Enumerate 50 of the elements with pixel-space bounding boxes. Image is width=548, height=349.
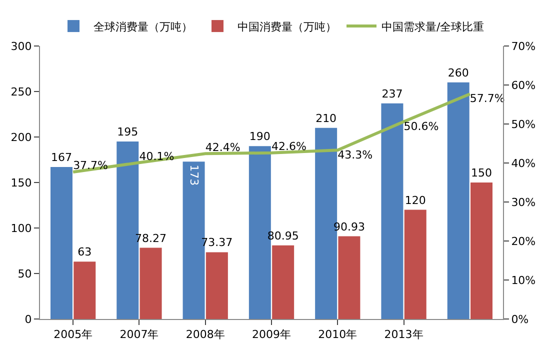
bar xyxy=(338,236,360,319)
x-tick-label: 2005年 xyxy=(54,328,93,342)
data-label: 50.6% xyxy=(404,120,439,133)
x-tick-label: 2010年 xyxy=(318,328,358,342)
y2-tick-label: 50% xyxy=(511,118,536,131)
data-label: 120 xyxy=(404,194,426,207)
bar xyxy=(50,167,72,319)
bar xyxy=(470,182,492,319)
y2-tick-label: 60% xyxy=(511,78,536,92)
y2-tick-label: 0% xyxy=(511,312,529,326)
y2-tick-label: 20% xyxy=(511,234,536,248)
y-tick-label: 300 xyxy=(10,40,32,53)
bar xyxy=(404,210,426,319)
data-label: 63 xyxy=(78,246,92,259)
y-tick-label: 150 xyxy=(10,176,32,190)
y2-tick-label: 40% xyxy=(511,156,536,170)
bar xyxy=(74,262,96,319)
y-tick-label: 0 xyxy=(24,312,32,326)
data-label: 210 xyxy=(316,112,337,125)
data-label: 190 xyxy=(249,130,270,144)
bar xyxy=(140,248,162,319)
bar xyxy=(272,245,294,319)
bar xyxy=(206,252,228,319)
data-label: 173 xyxy=(187,164,200,186)
data-label: 43.3% xyxy=(338,148,373,162)
data-label: 195 xyxy=(117,126,138,139)
y-tick-label: 250 xyxy=(10,85,32,98)
x-tick-label: 2009年 xyxy=(252,328,291,342)
x-tick-label: 2007年 xyxy=(120,328,159,342)
bar xyxy=(381,103,404,319)
data-label: 42.6% xyxy=(272,140,306,154)
data-label: 42.4% xyxy=(205,140,240,154)
x-tick-label: 2008年 xyxy=(186,328,225,342)
y2-tick-label: 30% xyxy=(511,196,536,209)
data-label: 40.1% xyxy=(139,150,174,163)
y-tick-label: 50 xyxy=(18,267,32,280)
data-label: 167 xyxy=(50,151,72,164)
y-tick-label: 200 xyxy=(10,130,32,144)
data-label: 237 xyxy=(382,87,403,100)
y-tick-label: 100 xyxy=(10,222,32,235)
legend-label: 中国消费量（万吨） xyxy=(238,20,336,34)
y2-tick-label: 10% xyxy=(511,274,536,287)
data-label: 150 xyxy=(471,166,492,180)
data-label: 57.7% xyxy=(470,92,505,106)
x-tick-label: 2013年 xyxy=(384,328,424,342)
legend-label: 中国需求量/全球比重 xyxy=(382,20,484,34)
y2-tick-label: 70% xyxy=(511,40,536,53)
data-label: 260 xyxy=(448,66,469,80)
legend-label: 全球消费量（万吨） xyxy=(94,20,192,34)
bar xyxy=(447,82,470,319)
